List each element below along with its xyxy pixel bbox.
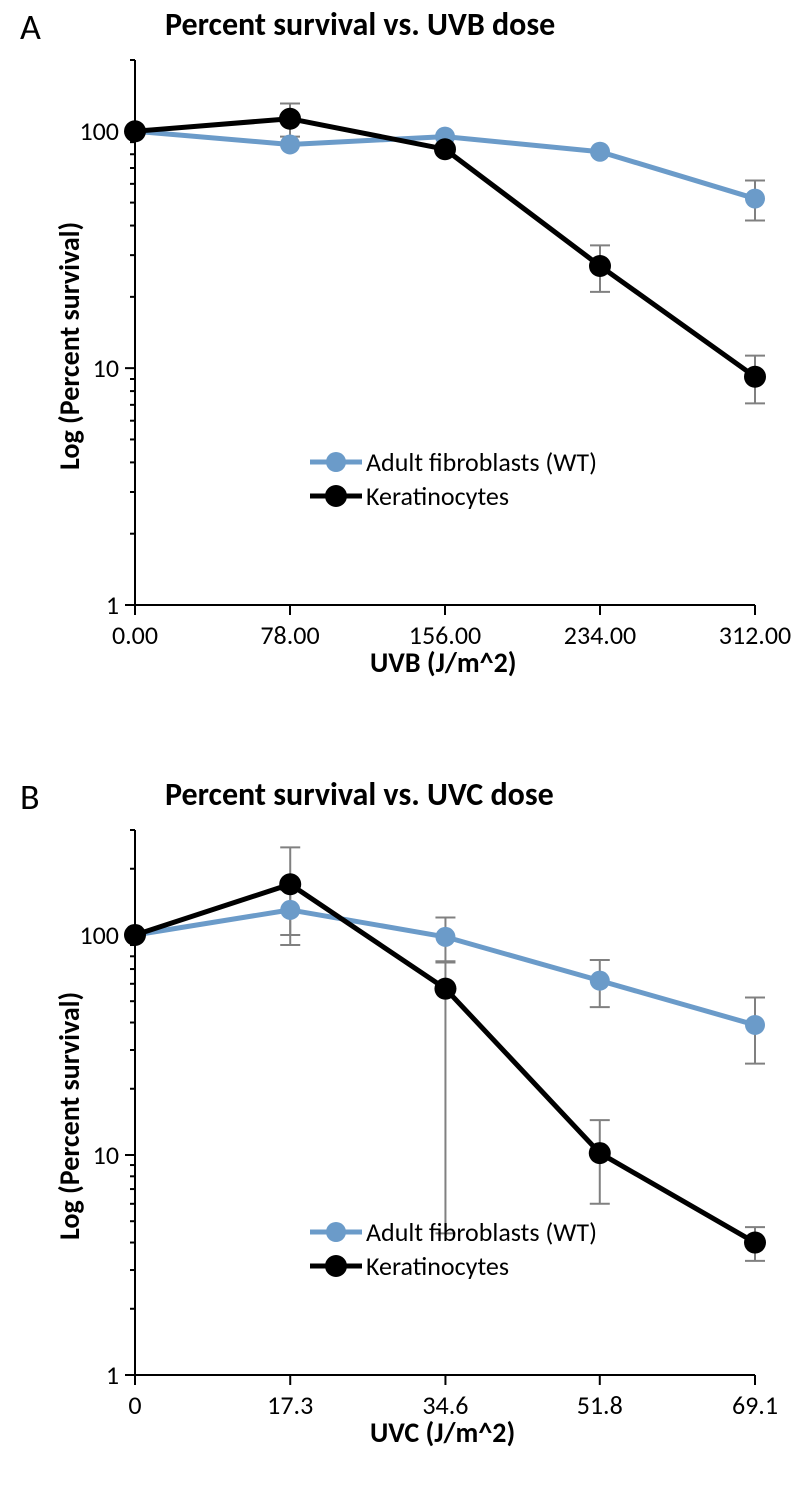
legend-entry: Keratinocytes — [310, 1249, 597, 1283]
x-tick-label: 34.6 — [395, 1389, 495, 1421]
chart-svg — [0, 770, 796, 1470]
y-axis-label: Log (Percent survival) — [52, 222, 87, 470]
series-marker — [279, 873, 301, 895]
series-marker — [745, 1015, 765, 1035]
y-tick-label: 1 — [106, 589, 119, 621]
series-marker — [434, 978, 456, 1000]
chart-title: Percent survival vs. UVB dose — [165, 5, 555, 44]
x-tick-label: 234.00 — [550, 619, 650, 651]
y-tick-label: 10 — [93, 1139, 119, 1171]
x-tick-label: 0 — [85, 1389, 185, 1421]
chart-panel-A: A Percent survival vs. UVB dose Log (Perce… — [0, 0, 796, 700]
series-marker — [279, 108, 301, 130]
series-marker — [434, 138, 456, 160]
y-tick-label: 100 — [79, 919, 119, 951]
chart-panel-B: B Percent survival vs. UVC dose Log (Perce… — [0, 770, 796, 1470]
y-tick-label: 100 — [79, 115, 119, 147]
panel-label: B — [20, 775, 40, 819]
legend-label: Keratinocytes — [366, 1250, 509, 1282]
legend-entry: Keratinocytes — [310, 479, 597, 513]
series-marker — [745, 189, 765, 209]
legend-label: Adult fibroblasts (WT) — [366, 446, 597, 478]
series-marker — [590, 142, 610, 162]
series-marker — [744, 366, 766, 388]
x-tick-label: 156.00 — [395, 619, 495, 651]
chart-title: Percent survival vs. UVC dose — [165, 775, 554, 814]
legend-entry: Adult fibroblasts (WT) — [310, 1215, 597, 1249]
legend-entry: Adult fibroblasts (WT) — [310, 445, 597, 479]
panel-label: A — [20, 5, 41, 49]
x-tick-label: 17.3 — [240, 1389, 340, 1421]
series-marker — [744, 1232, 766, 1254]
y-axis-label: Log (Percent survival) — [52, 992, 87, 1240]
y-tick-label: 1 — [106, 1359, 119, 1391]
x-tick-label: 0.00 — [85, 619, 185, 651]
series-marker — [589, 1142, 611, 1164]
y-tick-label: 10 — [93, 352, 119, 384]
series-marker — [589, 255, 611, 277]
series-marker — [280, 900, 300, 920]
legend-label: Keratinocytes — [366, 480, 509, 512]
series-marker — [435, 927, 455, 947]
legend: Adult fibroblasts (WT)Keratinocytes — [310, 445, 597, 513]
x-tick-label: 312.00 — [705, 619, 796, 651]
series-marker — [280, 134, 300, 154]
chart-svg — [0, 0, 796, 700]
x-tick-label: 69.1 — [705, 1389, 796, 1421]
x-tick-label: 78.00 — [240, 619, 340, 651]
legend-label: Adult fibroblasts (WT) — [366, 1216, 597, 1248]
series-marker — [590, 971, 610, 991]
x-tick-label: 51.8 — [550, 1389, 650, 1421]
legend: Adult fibroblasts (WT)Keratinocytes — [310, 1215, 597, 1283]
